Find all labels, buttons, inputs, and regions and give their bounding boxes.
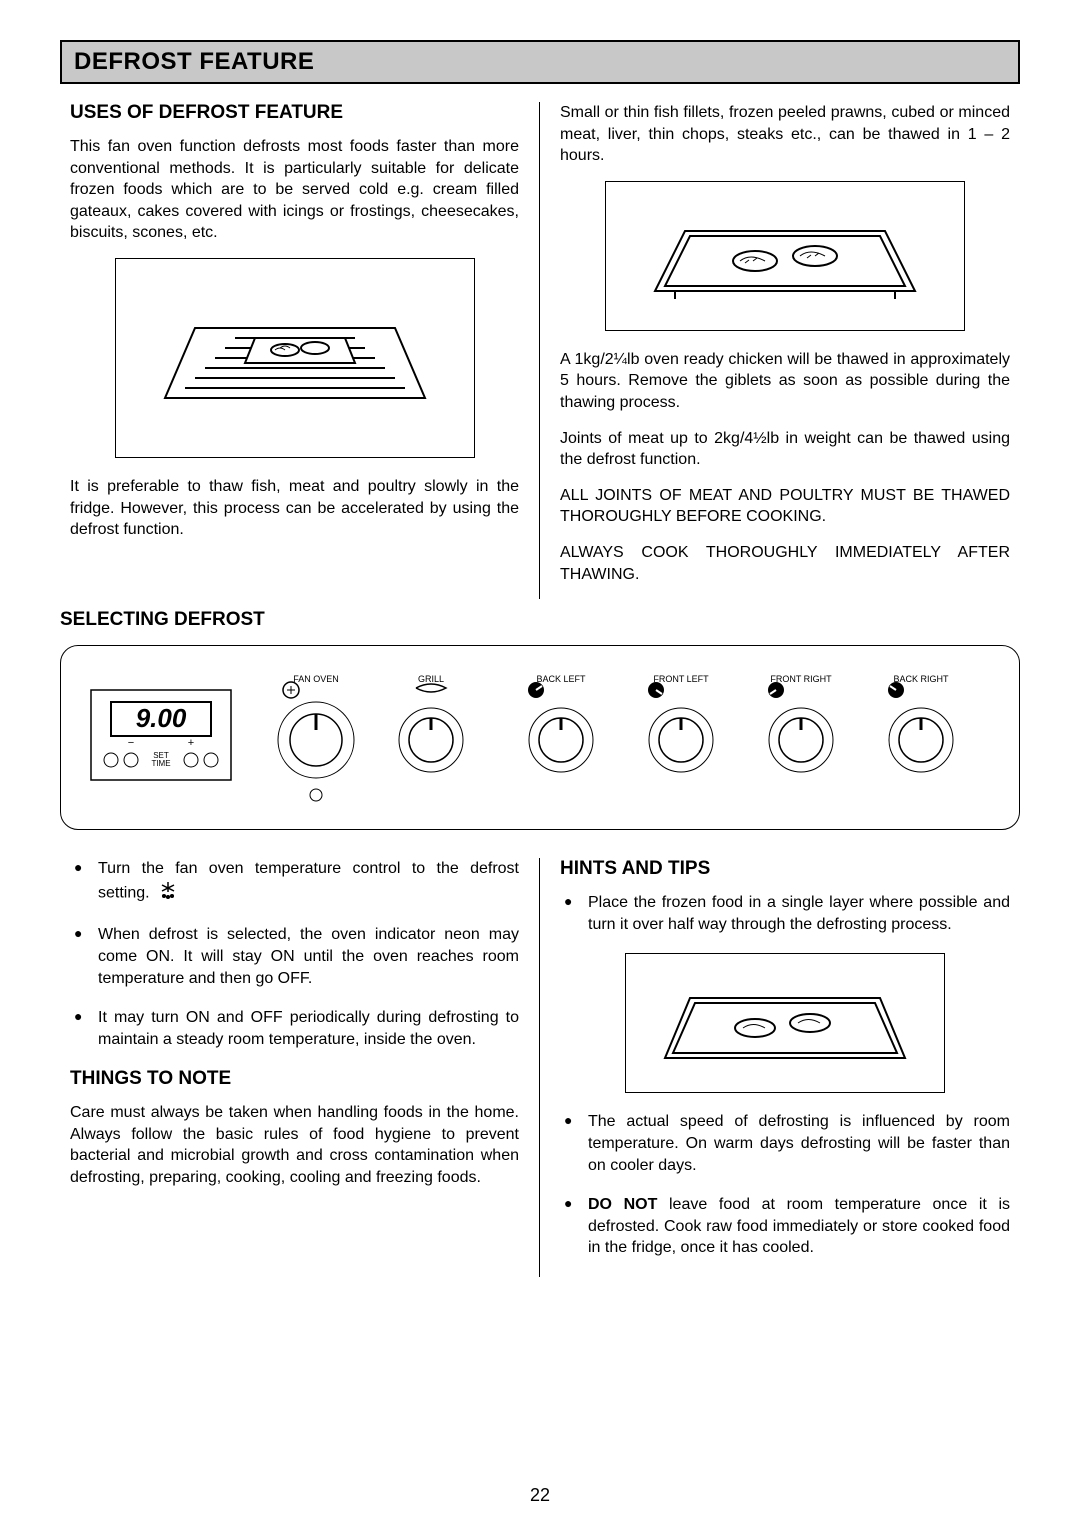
svg-text:FRONT RIGHT: FRONT RIGHT (770, 674, 832, 684)
section-header-bar: DEFROST FEATURE (60, 40, 1020, 84)
left-bullets: Turn the fan oven temperature control to… (70, 858, 519, 1050)
left-bullet-3: It may turn ON and OFF periodically duri… (70, 1007, 519, 1050)
oven-shelf-illustration (115, 258, 475, 458)
oven-shelf-svg (125, 268, 465, 448)
right-bullet-3: DO NOT leave food at room temperature on… (560, 1194, 1010, 1259)
tray-single-layer-illustration (625, 953, 945, 1093)
control-panel-svg: 9.00 SET TIME − + FAN OVEN GRILL (81, 660, 1001, 810)
tray-food-svg (615, 191, 955, 321)
right-bullet-2: The actual speed of defrosting is influe… (560, 1111, 1010, 1176)
page-number: 22 (530, 1485, 550, 1506)
upper-columns: USES OF DEFROST FEATURE This fan oven fu… (60, 102, 1020, 599)
right-p2: A 1kg/2¼lb oven ready chicken will be th… (560, 349, 1010, 414)
svg-text:GRILL: GRILL (418, 674, 444, 684)
lower-left-col: Turn the fan oven temperature control to… (60, 858, 540, 1277)
svg-text:−: − (128, 737, 134, 749)
section-title: DEFROST FEATURE (74, 48, 1006, 76)
things-heading: THINGS TO NOTE (70, 1068, 519, 1090)
right-p3: Joints of meat up to 2kg/4½lb in weight … (560, 428, 1010, 471)
lower-columns: Turn the fan oven temperature control to… (60, 858, 1020, 1277)
uses-paragraph-2: It is preferable to thaw fish, meat and … (70, 476, 519, 541)
right-bullets-2: The actual speed of defrosting is influe… (560, 1111, 1010, 1259)
control-panel: 9.00 SET TIME − + FAN OVEN GRILL (60, 645, 1020, 830)
right-bullets: Place the frozen food in a single layer … (560, 892, 1010, 935)
svg-text:BACK LEFT: BACK LEFT (536, 674, 586, 684)
right-bullet-1: Place the frozen food in a single layer … (560, 892, 1010, 935)
right-p5: ALWAYS COOK THOROUGHLY IMMEDIATELY AFTER… (560, 542, 1010, 585)
svg-text:FRONT LEFT: FRONT LEFT (653, 674, 709, 684)
upper-left-col: USES OF DEFROST FEATURE This fan oven fu… (60, 102, 540, 599)
left-bullet-2: When defrost is selected, the oven indic… (70, 924, 519, 989)
svg-text:+: + (188, 737, 194, 749)
svg-text:TIME: TIME (151, 759, 170, 768)
right-p1: Small or thin fish fillets, frozen peele… (560, 102, 1010, 167)
tray-food-illustration (605, 181, 965, 331)
defrost-icon (158, 880, 178, 907)
svg-text:FAN OVEN: FAN OVEN (293, 674, 339, 684)
upper-right-col: Small or thin fish fillets, frozen peele… (540, 102, 1020, 599)
tray-single-layer-svg (635, 963, 935, 1083)
svg-text:BACK RIGHT: BACK RIGHT (893, 674, 949, 684)
clock-text: 9.00 (136, 703, 187, 733)
lower-right-col: HINTS AND TIPS Place the frozen food in … (540, 858, 1020, 1277)
selecting-heading: SELECTING DEFROST (60, 609, 1020, 631)
uses-heading: USES OF DEFROST FEATURE (70, 102, 519, 124)
things-paragraph: Care must always be taken when handling … (70, 1102, 519, 1188)
right-p4: ALL JOINTS OF MEAT AND POULTRY MUST BE T… (560, 485, 1010, 528)
uses-paragraph-1: This fan oven function defrosts most foo… (70, 136, 519, 244)
left-bullet-1: Turn the fan oven temperature control to… (70, 858, 519, 906)
dials-group: FAN OVEN GRILL BACK LEFT (278, 674, 953, 801)
hints-heading: HINTS AND TIPS (560, 858, 1010, 880)
do-not-strong: DO NOT (588, 1196, 657, 1213)
